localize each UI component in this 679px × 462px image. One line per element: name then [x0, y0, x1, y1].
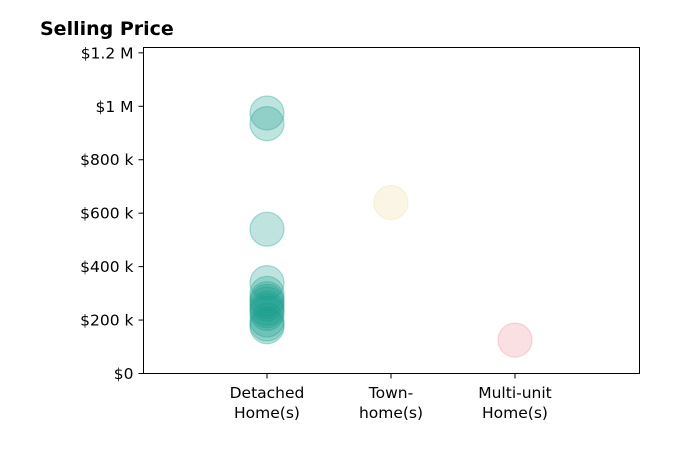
y-tick-label: $800 k	[80, 151, 133, 169]
data-points	[249, 95, 533, 358]
x-tick-label: Detached Home(s)	[230, 384, 305, 422]
y-tick-label: $400 k	[80, 258, 133, 276]
data-point	[373, 184, 409, 221]
data-point	[249, 302, 285, 338]
data-point	[249, 306, 285, 342]
data-point	[249, 281, 285, 317]
y-tick-label: $1 M	[95, 98, 133, 116]
data-point	[249, 293, 285, 329]
x-tick-label: Town-home(s)	[359, 384, 423, 422]
data-point	[249, 275, 285, 311]
data-point	[249, 283, 285, 319]
data-point	[249, 309, 285, 345]
x-tick-label: Multi-unit Home(s)	[478, 384, 552, 422]
y-tick-label: $200 k	[80, 312, 133, 330]
data-point	[249, 290, 285, 326]
chart-title: Selling Price	[40, 18, 174, 40]
data-point	[249, 95, 285, 131]
data-point	[249, 211, 285, 247]
y-tick-label: $0	[114, 365, 134, 383]
y-axis: $0 $200 k $400 k $600 k $800 k $1 M $1.2 M	[80, 44, 144, 383]
data-point	[249, 286, 285, 322]
data-point	[249, 265, 285, 301]
y-tick-label: $1.2 M	[81, 44, 134, 62]
x-axis: Detached Home(s) Town-home(s) Multi-unit Hom…	[230, 373, 552, 422]
data-point	[497, 322, 533, 358]
data-point	[249, 295, 285, 331]
data-point	[249, 106, 285, 142]
y-tick-label: $600 k	[80, 205, 133, 223]
